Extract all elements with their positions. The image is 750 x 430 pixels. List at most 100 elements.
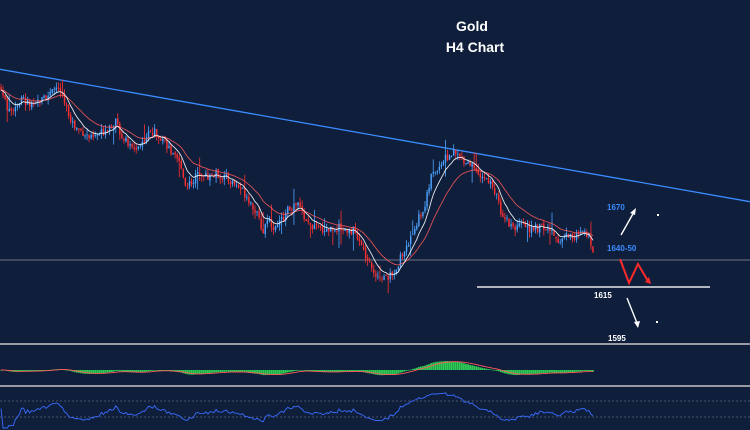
candle-body bbox=[498, 194, 500, 202]
candle-body bbox=[145, 137, 148, 142]
macd-histogram-bar bbox=[149, 370, 152, 371]
candle-body bbox=[489, 181, 492, 185]
macd-histogram-bar bbox=[28, 370, 31, 372]
macd-histogram-bar bbox=[409, 369, 412, 371]
candle-body bbox=[160, 138, 162, 141]
macd-histogram-bar bbox=[444, 361, 447, 370]
candle-body bbox=[254, 209, 256, 214]
macd-histogram-bar bbox=[301, 370, 304, 371]
macd-histogram-bar bbox=[151, 370, 154, 371]
macd-histogram-bar bbox=[512, 370, 515, 375]
macd-histogram-bar bbox=[477, 366, 480, 370]
marker-dot-lower bbox=[656, 321, 658, 323]
macd-histogram-bar bbox=[565, 370, 568, 373]
candle-body bbox=[475, 168, 477, 171]
candle-body bbox=[184, 177, 187, 186]
macd-histogram-bar bbox=[30, 370, 33, 372]
macd-histogram-bar bbox=[553, 370, 555, 373]
macd-histogram-bar bbox=[219, 370, 222, 373]
macd-histogram-bar bbox=[385, 370, 388, 375]
candle-body bbox=[457, 154, 459, 155]
candle-body bbox=[444, 154, 447, 163]
candle-body bbox=[233, 180, 236, 185]
candle-body bbox=[260, 218, 262, 229]
candle-body bbox=[358, 238, 361, 242]
bullish-target-arrow bbox=[620, 211, 635, 236]
candle-body bbox=[471, 163, 473, 167]
macd-histogram-bar bbox=[581, 370, 584, 372]
candle-body bbox=[65, 104, 68, 106]
macd-histogram-bar bbox=[557, 370, 560, 373]
candle-body bbox=[362, 246, 365, 250]
candle-body bbox=[338, 223, 340, 232]
macd-histogram-bar bbox=[90, 370, 93, 374]
candle-body bbox=[84, 135, 86, 137]
macd-histogram-bar bbox=[204, 370, 207, 374]
candle-body bbox=[377, 276, 379, 278]
macd-histogram-bar bbox=[383, 370, 385, 376]
macd-histogram-bar bbox=[473, 365, 476, 370]
macd-histogram-bar bbox=[573, 370, 576, 373]
macd-histogram-bar bbox=[544, 370, 547, 373]
candle-body bbox=[207, 173, 209, 180]
candle-body bbox=[309, 222, 312, 225]
macd-histogram-bar bbox=[333, 370, 336, 372]
macd-histogram-bar bbox=[542, 370, 545, 373]
candle-body bbox=[534, 224, 537, 230]
chart-title: Gold bbox=[456, 18, 488, 34]
candles bbox=[0, 80, 594, 294]
candle-body bbox=[82, 131, 84, 136]
candle-body bbox=[389, 272, 391, 279]
candle-body bbox=[88, 135, 90, 139]
candle-body bbox=[463, 156, 465, 164]
candle-body bbox=[158, 136, 160, 139]
candle-body bbox=[528, 224, 531, 232]
macd-histogram-bar bbox=[145, 370, 148, 372]
candle-body bbox=[297, 202, 299, 206]
candle-body bbox=[147, 130, 150, 138]
macd-histogram-bar bbox=[401, 370, 404, 373]
candle-body bbox=[219, 177, 221, 179]
candle-body bbox=[555, 236, 557, 239]
candle-body bbox=[375, 273, 377, 277]
macd-histogram-bar bbox=[223, 370, 226, 372]
macd-histogram-bar bbox=[327, 370, 330, 373]
macd-histogram-bar bbox=[155, 370, 158, 371]
candle-body bbox=[2, 90, 4, 96]
macd-histogram-bar bbox=[321, 370, 324, 373]
macd-histogram-bar bbox=[364, 370, 367, 373]
macd-histogram-bar bbox=[84, 370, 86, 374]
candle-body bbox=[129, 143, 131, 146]
candle-body bbox=[590, 236, 592, 246]
candle-body bbox=[557, 239, 559, 243]
candle-body bbox=[545, 229, 547, 231]
candle-body bbox=[395, 269, 398, 274]
candle-body bbox=[170, 145, 172, 155]
macd-histogram-bar bbox=[469, 364, 472, 370]
candle-body bbox=[287, 206, 289, 214]
macd-histogram-bar bbox=[239, 370, 242, 373]
level-label-1615: 1615 bbox=[594, 291, 612, 300]
candle-body bbox=[268, 219, 271, 222]
candle-body bbox=[33, 103, 35, 105]
candle-body bbox=[399, 254, 402, 267]
candle-body bbox=[53, 88, 55, 90]
macd-histogram-bar bbox=[88, 370, 91, 374]
candle-body bbox=[368, 261, 371, 263]
downtrend-line bbox=[0, 68, 750, 203]
candle-body bbox=[80, 128, 82, 131]
candle-body bbox=[418, 214, 420, 226]
macd-histogram-bar bbox=[577, 370, 580, 372]
candle-body bbox=[352, 226, 355, 235]
candle-body bbox=[47, 95, 49, 101]
macd-histogram-bar bbox=[270, 370, 273, 375]
macd-histogram-bar bbox=[481, 367, 484, 370]
macd-histogram-bar bbox=[430, 363, 433, 370]
candle-body bbox=[276, 225, 279, 228]
macd-histogram-bar bbox=[372, 370, 375, 375]
macd-histogram-bar bbox=[485, 368, 488, 370]
level-label-1670: 1670 bbox=[607, 203, 625, 212]
candle-body bbox=[346, 229, 348, 233]
candle-body bbox=[49, 91, 51, 96]
macd-histogram-bar bbox=[217, 370, 220, 373]
